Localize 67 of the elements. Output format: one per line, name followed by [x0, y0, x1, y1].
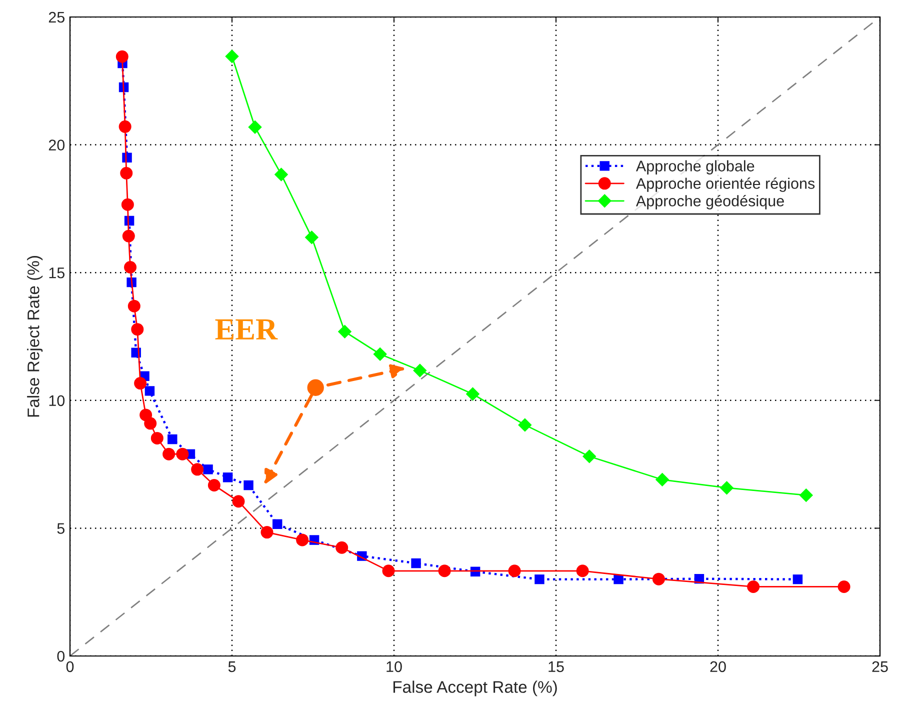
point [382, 564, 395, 578]
point [124, 260, 137, 274]
point [116, 50, 128, 63]
point [296, 534, 309, 546]
legend-label: Approche géodésique [636, 194, 784, 210]
point [336, 541, 348, 554]
point [222, 472, 233, 482]
point [792, 574, 803, 584]
point [203, 464, 213, 474]
point [747, 580, 760, 593]
point [652, 572, 665, 586]
point [373, 348, 387, 361]
x-tick-label: 20 [710, 661, 726, 672]
point [576, 564, 589, 578]
x-tick-label: 25 [872, 661, 888, 672]
point [248, 120, 262, 134]
x-axis-title: False Accept Rate (%) [393, 680, 557, 696]
point [150, 432, 164, 444]
point [800, 488, 813, 502]
point [176, 448, 189, 460]
point [274, 168, 288, 182]
point [144, 417, 157, 430]
point [134, 377, 147, 390]
point [128, 300, 140, 312]
point [656, 473, 669, 486]
point [244, 480, 254, 490]
point [338, 325, 352, 338]
point [411, 558, 421, 568]
point [120, 166, 133, 180]
legend-label: Approche orientée régions [636, 178, 815, 192]
point [508, 564, 521, 578]
point [534, 574, 544, 584]
point [720, 481, 734, 494]
point [232, 495, 245, 508]
x-tick-label: 10 [386, 661, 402, 672]
y-tick-label: 25 [48, 12, 64, 23]
point [118, 120, 132, 133]
y-tick-label: 10 [49, 395, 65, 406]
point [413, 364, 427, 378]
point [272, 519, 282, 529]
point [191, 463, 204, 476]
y-tick-label: 15 [49, 268, 64, 278]
point [121, 198, 134, 211]
y-tick-label: 5 [57, 523, 64, 534]
x-tick-label: 15 [548, 661, 564, 672]
point [122, 230, 135, 242]
point [225, 50, 239, 63]
y-tick-label: 0 [57, 650, 65, 662]
point [131, 323, 144, 336]
point [438, 564, 451, 578]
annotation: EER [215, 319, 278, 340]
point [518, 418, 532, 432]
point [614, 574, 624, 584]
point [162, 448, 176, 460]
point [260, 526, 274, 539]
y-axis-title: False Reject Rate (%) [27, 256, 43, 417]
point [838, 580, 850, 593]
point [582, 450, 596, 463]
x-tick-label: 5 [228, 661, 236, 672]
x-tick-label: 0 [66, 661, 74, 672]
legend-label: Approche globale [636, 160, 754, 174]
y-tick-label: 20 [48, 140, 65, 150]
point [144, 386, 155, 396]
point [208, 479, 220, 492]
point [466, 387, 480, 401]
point [305, 230, 318, 244]
point [168, 434, 178, 444]
